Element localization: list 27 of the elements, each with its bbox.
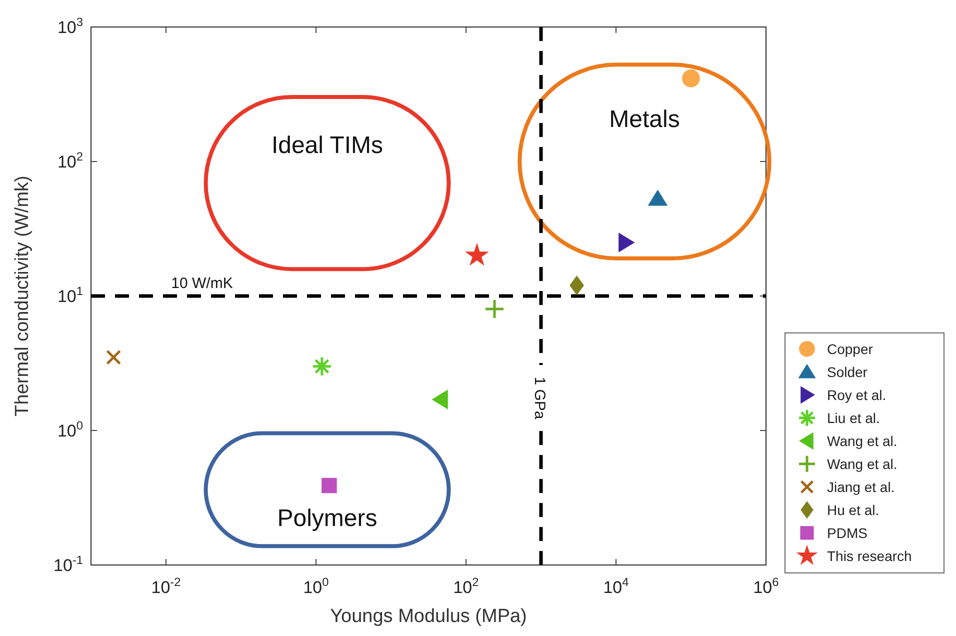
annotation: Ideal TIMs bbox=[271, 132, 384, 160]
y-tick-label: 10$^{2}$ bbox=[57, 150, 84, 172]
y-axis-title: Thermal conductivity (W/mk) bbox=[12, 176, 33, 416]
y-tick-label: 10$^{3}$ bbox=[57, 15, 84, 37]
x-tick-label: 10$^{6}$ bbox=[753, 575, 780, 597]
legend-label: Wang et al. bbox=[827, 432, 898, 449]
legend-label: Hu et al. bbox=[827, 502, 880, 518]
x-tick-label: 10$^{4}$ bbox=[603, 575, 630, 597]
ref-line-label: 10 W/mK bbox=[171, 275, 233, 292]
x-tick-label: 10$^{0}$ bbox=[303, 575, 330, 597]
legend-label: Roy et al. bbox=[827, 386, 886, 403]
legend-label: Liu et al. bbox=[827, 410, 880, 426]
y-tick-label: 10$^{1}$ bbox=[57, 284, 84, 306]
x-tick-label: 10$^{2}$ bbox=[453, 575, 480, 597]
x-tick-label: 10$^{-2}$ bbox=[151, 575, 182, 597]
annotation: Polymers bbox=[277, 504, 378, 532]
legend-label: Jiang et al. bbox=[827, 478, 895, 495]
legend-label: PDMS bbox=[827, 524, 868, 541]
ref-line-label: 1 GPa bbox=[531, 376, 548, 420]
legend-label: Copper bbox=[827, 340, 874, 357]
legend-label: Solder bbox=[827, 364, 868, 380]
legend-label: This research bbox=[827, 548, 912, 564]
y-tick-label: 10$^{-1}$ bbox=[54, 553, 84, 575]
x-axis-title: Youngs Modulus (MPa) bbox=[330, 606, 527, 627]
y-tick-label: 10$^{0}$ bbox=[57, 418, 84, 440]
legend-label: Wang et al. bbox=[827, 456, 898, 472]
annotation: Metals bbox=[609, 106, 680, 133]
